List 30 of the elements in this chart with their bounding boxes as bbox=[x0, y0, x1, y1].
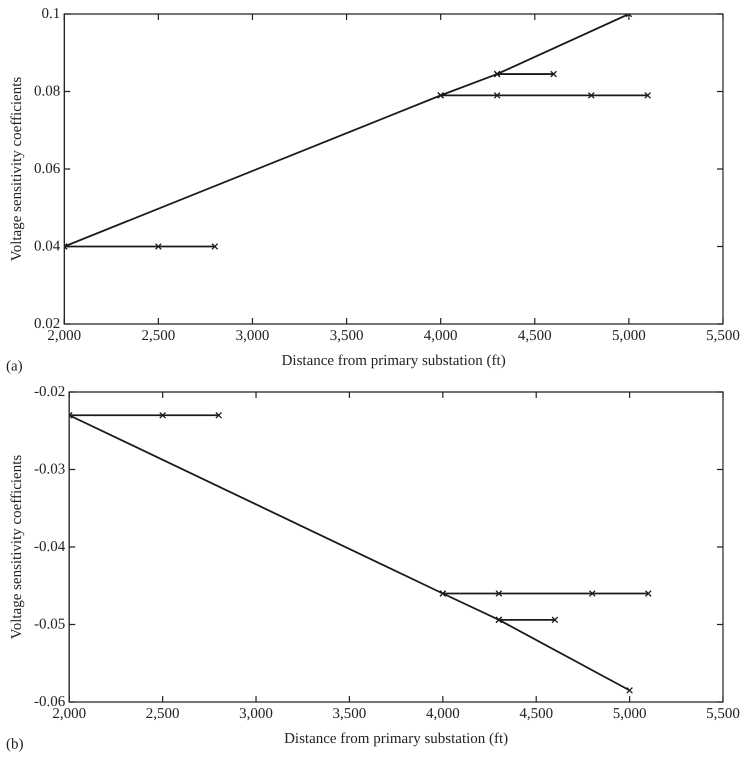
x-tick-label: 4,500 bbox=[519, 706, 554, 722]
x-tick-label: 4,000 bbox=[424, 328, 458, 344]
y-tick-label: -0.02 bbox=[34, 384, 66, 400]
x-tick-label: 2,000 bbox=[52, 706, 86, 722]
y-tick-label: 0.08 bbox=[34, 83, 60, 100]
y-axis-title: Voltage sensitivity coefficients bbox=[8, 76, 25, 262]
text: (a) bbox=[6, 358, 23, 374]
x-tick-label: 2,500 bbox=[141, 328, 176, 344]
x-tick-label: 2,500 bbox=[146, 706, 180, 722]
x-tick-label: 3,500 bbox=[332, 706, 366, 722]
y-tick-label: -0.03 bbox=[34, 461, 66, 478]
x-tick-label: 3,000 bbox=[239, 706, 273, 722]
x-tick-label: 2,000 bbox=[47, 328, 82, 344]
x-tick-label: 3,000 bbox=[236, 328, 270, 344]
x-tick-label: 5,500 bbox=[706, 328, 740, 344]
x-axis-title: Distance from primary substation (ft) bbox=[282, 352, 506, 369]
x-tick-label: 5,000 bbox=[612, 328, 646, 344]
y-axis-title: Voltage sensitivity coefficients bbox=[8, 454, 25, 640]
x-tick-label: 4,000 bbox=[426, 706, 460, 722]
y-tick-label: 0.06 bbox=[34, 160, 61, 177]
y-tick-label: -0.05 bbox=[34, 616, 66, 632]
x-axis-title: Distance from primary substation (ft) bbox=[284, 730, 508, 747]
x-tick-label: 3,500 bbox=[330, 328, 364, 344]
y-tick-label: 0.1 bbox=[42, 6, 60, 22]
x-tick-label: 5,000 bbox=[612, 706, 646, 722]
y-tick-label: 0.04 bbox=[34, 238, 61, 254]
x-tick-label: 4,500 bbox=[518, 328, 552, 344]
y-tick-label: -0.04 bbox=[34, 538, 66, 555]
text: (b) bbox=[6, 736, 24, 752]
x-tick-label: 5,500 bbox=[706, 706, 740, 722]
